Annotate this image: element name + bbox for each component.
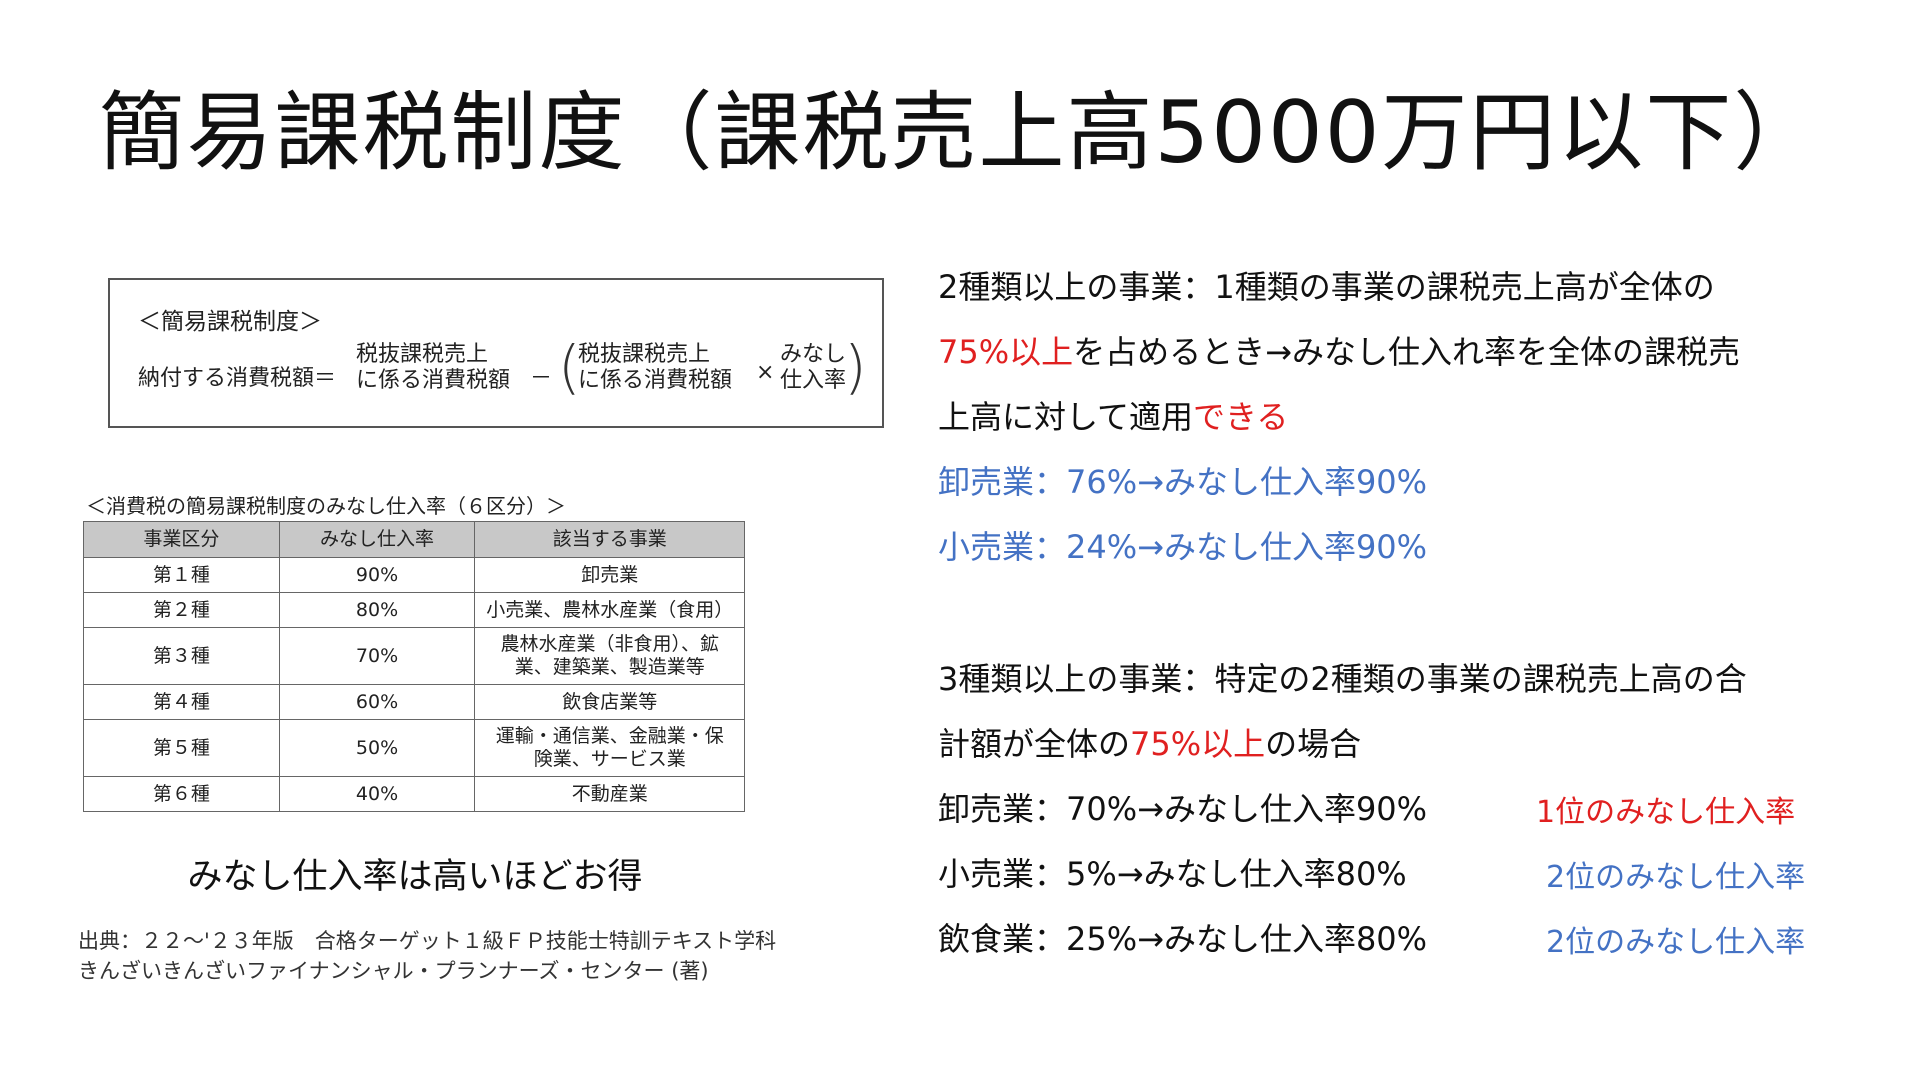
section2-row-note: 2位のみなし仕入率: [1546, 860, 1806, 895]
page-title: 簡易課税制度（課税売上高5000万円以下）: [98, 83, 1822, 183]
formula-term-1: 税抜課税売上 に係る消費税額: [356, 342, 510, 394]
section2-line-1: 3種類以上の事業：特定の2種類の事業の課税売上高の合: [938, 660, 1747, 698]
highlight-dekiru: できる: [1193, 398, 1289, 436]
section1-example-2: 小売業：24%→みなし仕入率90%: [938, 528, 1428, 566]
cell-category: 第２種: [83, 592, 280, 628]
formula-term-1-line-1: 税抜課税売上: [356, 342, 489, 367]
cell-business: 小売業、農林水産業（食用）: [474, 592, 745, 628]
section2-row: 飲食業：25%→みなし仕入率80%: [938, 920, 1428, 958]
formula-minus: －: [530, 366, 553, 391]
section1-line-3: 上高に対して適用できる: [938, 398, 1289, 436]
cell-business: 農林水産業（非食用）、鉱 業、建築業、製造業等: [474, 627, 745, 685]
highlight-75-percent: 75%以上: [938, 333, 1074, 371]
rates-table: 事業区分 みなし仕入率 該当する事業 第１種 90% 卸売業 第２種 80% 小…: [83, 521, 745, 812]
formula-paren-open: (: [558, 333, 581, 401]
source-line-2: きんざいきんざいファイナンシャル・プランナーズ・センター (著): [78, 959, 709, 983]
formula-heading: ＜簡易課税制度＞: [138, 309, 322, 335]
cell-rate: 50%: [278, 719, 476, 777]
header-rate: みなし仕入率: [278, 521, 476, 558]
table-row: 第４種 60% 飲食店業等: [83, 684, 745, 720]
formula-term-3: みなし 仕入率: [780, 342, 846, 394]
formula-paren-close: ): [844, 333, 867, 401]
cell-business: 卸売業: [474, 557, 745, 593]
formula-term-1-line-2: に係る消費税額: [356, 368, 511, 393]
formula-lhs: 納付する消費税額＝: [138, 366, 337, 391]
cell-rate: 40%: [278, 776, 476, 812]
table-header-row: 事業区分 みなし仕入率 該当する事業: [83, 521, 745, 558]
cell-category: 第４種: [83, 684, 280, 720]
cell-rate: 70%: [278, 627, 476, 685]
section1-line-2: 75%以上を占めるとき→みなし仕入れ率を全体の課税売: [938, 333, 1740, 371]
table-row: 第６種 40% 不動産業: [83, 776, 745, 812]
table-row: 第２種 80% 小売業、農林水産業（食用）: [83, 592, 745, 628]
formula-term-2-line-2: に係る消費税額: [578, 368, 733, 393]
formula-box: ＜簡易課税制度＞ 納付する消費税額＝ 税抜課税売上 に係る消費税額 － ( 税抜…: [108, 278, 884, 428]
formula-term-2: 税抜課税売上 に係る消費税額: [578, 342, 732, 394]
cell-business: 飲食店業等: [474, 684, 745, 720]
formula-term-3-line-1: みなし: [780, 342, 847, 367]
table-row: 第１種 90% 卸売業: [83, 557, 745, 593]
highlight-75-percent: 75%以上: [1130, 725, 1266, 763]
source-line-1: 出典：２２～'２３年版 合格ターゲット１級ＦＰ技能士特訓テキスト学科: [78, 929, 777, 953]
formula-term-2-line-1: 税抜課税売上: [578, 342, 711, 367]
cell-category: 第６種: [83, 776, 280, 812]
section1-example-1: 卸売業：76%→みなし仕入率90%: [938, 463, 1428, 501]
table-caption: ＜消費税の簡易課税制度のみなし仕入率（６区分）＞: [86, 494, 566, 518]
section2-row: 小売業：5%→みなし仕入率80%: [938, 855, 1407, 893]
cell-rate: 90%: [278, 557, 476, 593]
cell-business: 運輸・通信業、金融業・保 険業、サービス業: [474, 719, 745, 777]
header-business: 該当する事業: [474, 521, 745, 558]
table-note: みなし仕入率は高いほどお得: [187, 857, 643, 897]
cell-rate: 80%: [278, 592, 476, 628]
formula-times: ×: [756, 360, 775, 385]
table-row: 第５種 50% 運輸・通信業、金融業・保 険業、サービス業: [83, 719, 745, 777]
section2-row-note: 1位のみなし仕入率: [1536, 795, 1796, 830]
cell-category: 第３種: [83, 627, 280, 685]
section2-line-2: 計額が全体の75%以上の場合: [938, 725, 1362, 763]
cell-rate: 60%: [278, 684, 476, 720]
formula-term-3-line-2: 仕入率: [780, 368, 847, 393]
section2-row: 卸売業：70%→みなし仕入率90%: [938, 790, 1428, 828]
header-category: 事業区分: [83, 521, 280, 558]
cell-category: 第１種: [83, 557, 280, 593]
table-row: 第３種 70% 農林水産業（非食用）、鉱 業、建築業、製造業等: [83, 627, 745, 685]
section1-line-1: 2種類以上の事業：1種類の事業の課税売上高が全体の: [938, 268, 1715, 306]
cell-category: 第５種: [83, 719, 280, 777]
cell-business: 不動産業: [474, 776, 745, 812]
section2-row-note: 2位のみなし仕入率: [1546, 925, 1806, 960]
